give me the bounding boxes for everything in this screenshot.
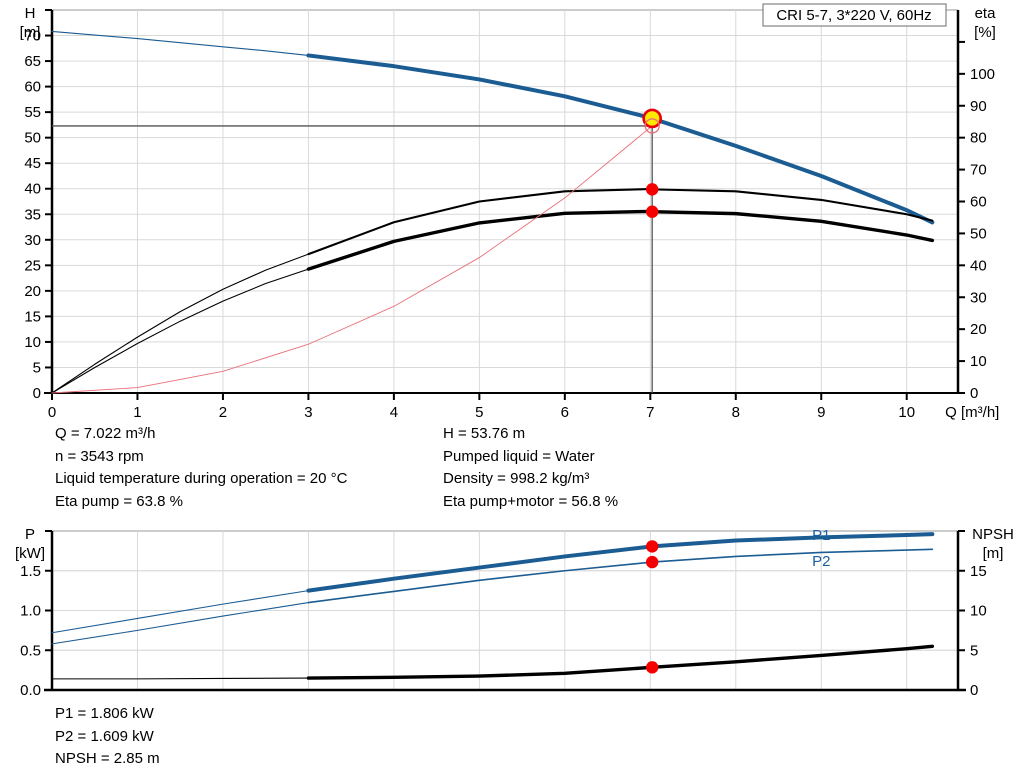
power-chart-series-2	[51, 602, 309, 645]
head-chart-x-tick-label: 5	[475, 404, 483, 421]
head-chart-left-tick-label: 40	[24, 181, 41, 198]
power-chart-left-axis-name: P	[25, 526, 35, 543]
head-chart-right-axis-unit: [%]	[974, 24, 996, 41]
head-chart-right-tick-label: 10	[970, 353, 987, 370]
head-chart-right-axis-name: eta	[975, 5, 997, 22]
p2-label: P2	[812, 553, 830, 570]
duty-info-line-3: Eta pump+motor = 56.8 %	[443, 492, 619, 510]
power-chart-left-tick-label: 0.5	[20, 642, 41, 659]
head-chart-x-tick-label: 6	[561, 404, 569, 421]
head-chart-left-tick-label: 45	[24, 155, 41, 172]
duty-info-line-1: n = 3543 rpm	[55, 447, 144, 465]
duty-point-npsh	[645, 661, 659, 674]
power-info-line-0: P1 = 1.806 kW	[55, 705, 154, 722]
power-chart-right-axis-name: NPSH	[972, 526, 1014, 543]
head-chart-left-tick-label: 25	[24, 257, 41, 274]
duty-point-eta-pump-motor	[645, 205, 659, 218]
power-chart-right-tick-label: 0	[970, 682, 978, 699]
duty-info-line-0: H = 53.76 m	[443, 425, 526, 442]
head-chart-left-tick-label: 35	[24, 206, 41, 223]
head-chart-right-tick-label: 40	[970, 257, 987, 274]
head-chart-left-tick-label: 60	[24, 79, 41, 96]
head-chart-left-tick-label: 0	[33, 385, 41, 402]
head-chart-series-4	[51, 268, 309, 394]
system-curve-endpoint	[644, 118, 660, 134]
power-chart-left-axis-unit: [kW]	[15, 545, 45, 562]
head-chart-left-tick-label: 20	[24, 283, 41, 300]
power-chart-left-tick-label: 1.5	[20, 563, 41, 580]
head-chart-x-tick-label: 7	[646, 404, 654, 421]
head-chart-series-2	[51, 253, 309, 394]
head-chart-right-tick-label: 100	[970, 66, 995, 83]
head-chart-right-tick-label: 50	[970, 225, 987, 242]
power-info-line-1: P2 = 1.609 kW	[55, 727, 154, 745]
power-chart-left-tick-label: 1.0	[20, 603, 41, 620]
head-chart-left-tick-label: 50	[24, 130, 41, 147]
head-chart-plot-area	[52, 10, 958, 393]
duty-info-right: H = 53.76 m Pumped liquid = Water Density …	[443, 423, 618, 513]
head-chart-x-tick-label: 8	[732, 404, 740, 421]
head-chart-right-tick-label: 30	[970, 289, 987, 306]
power-info-block: P1 = 1.806 kW P2 = 1.609 kW NPSH = 2.85 m	[55, 703, 160, 771]
power-chart-right-axis-unit: [m]	[983, 545, 1004, 562]
duty-point-p2	[645, 555, 659, 569]
duty-point-p1	[645, 540, 659, 553]
head-chart-left-tick-label: 55	[24, 104, 41, 121]
duty-info-line-1: Pumped liquid = Water	[443, 447, 595, 465]
title-box-label: CRI 5-7, 3*220 V, 60Hz	[776, 7, 931, 24]
head-chart-x-tick-label: 4	[390, 404, 398, 421]
head-chart-left-axis-name: H	[25, 5, 36, 22]
head-chart-right-tick-label: 80	[970, 130, 987, 147]
head-chart-x-tick-label: 10	[898, 404, 915, 421]
head-chart-right-tick-label: 20	[970, 321, 987, 338]
head-chart-x-tick-label: 1	[133, 404, 141, 421]
power-info-line-2: NPSH = 2.85 m	[55, 750, 160, 767]
head-chart-right-tick-label: 0	[970, 385, 978, 402]
duty-info-line-2: Liquid temperature during operation = 20…	[55, 470, 348, 487]
power-chart-right-tick-label: 15	[970, 563, 987, 580]
head-chart-left-tick-label: 10	[24, 334, 41, 351]
power-chart-right-tick-label: 10	[970, 603, 987, 620]
head-chart-x-tick-label: 9	[817, 404, 825, 421]
title-box	[762, 3, 947, 27]
head-chart-x-tick-label: 0	[48, 404, 56, 421]
head-chart-left-tick-label: 5	[33, 359, 41, 376]
head-chart-series-6	[51, 125, 653, 394]
duty-point-eta-pump	[645, 183, 659, 196]
head-chart-x-tick-label: 2	[219, 404, 227, 421]
duty-info-line-2: Density = 998.2 kg/m³	[443, 470, 590, 487]
duty-info-left: Q = 7.022 m³/h n = 3543 rpm Liquid tempera…	[55, 423, 347, 513]
head-chart-series-0	[51, 30, 309, 56]
head-chart-right-tick-label: 60	[970, 194, 987, 211]
duty-info-line-3: Eta pump = 63.8 %	[55, 492, 183, 510]
power-chart-left-tick-label: 0.0	[20, 682, 41, 699]
head-chart-right-tick-label: 70	[970, 162, 987, 179]
head-chart-left-tick-label: 30	[24, 232, 41, 249]
head-chart-left-tick-label: 70	[24, 28, 41, 45]
power-chart-series-0	[51, 590, 309, 634]
head-chart-left-tick-label: 15	[24, 308, 41, 325]
head-chart-left-axis-unit: [m]	[20, 24, 41, 41]
head-chart-x-axis-label: Q [m³/h]	[945, 404, 999, 421]
power-chart-right-tick-label: 5	[970, 642, 978, 659]
duty-info-line-0: Q = 7.022 m³/h	[55, 425, 156, 442]
head-chart-x-tick-label: 3	[304, 404, 312, 421]
p1-label: P1	[812, 527, 830, 544]
power-chart-series-4	[51, 677, 309, 680]
head-chart-right-tick-label: 90	[970, 98, 987, 115]
head-chart-left-tick-label: 65	[24, 53, 41, 70]
